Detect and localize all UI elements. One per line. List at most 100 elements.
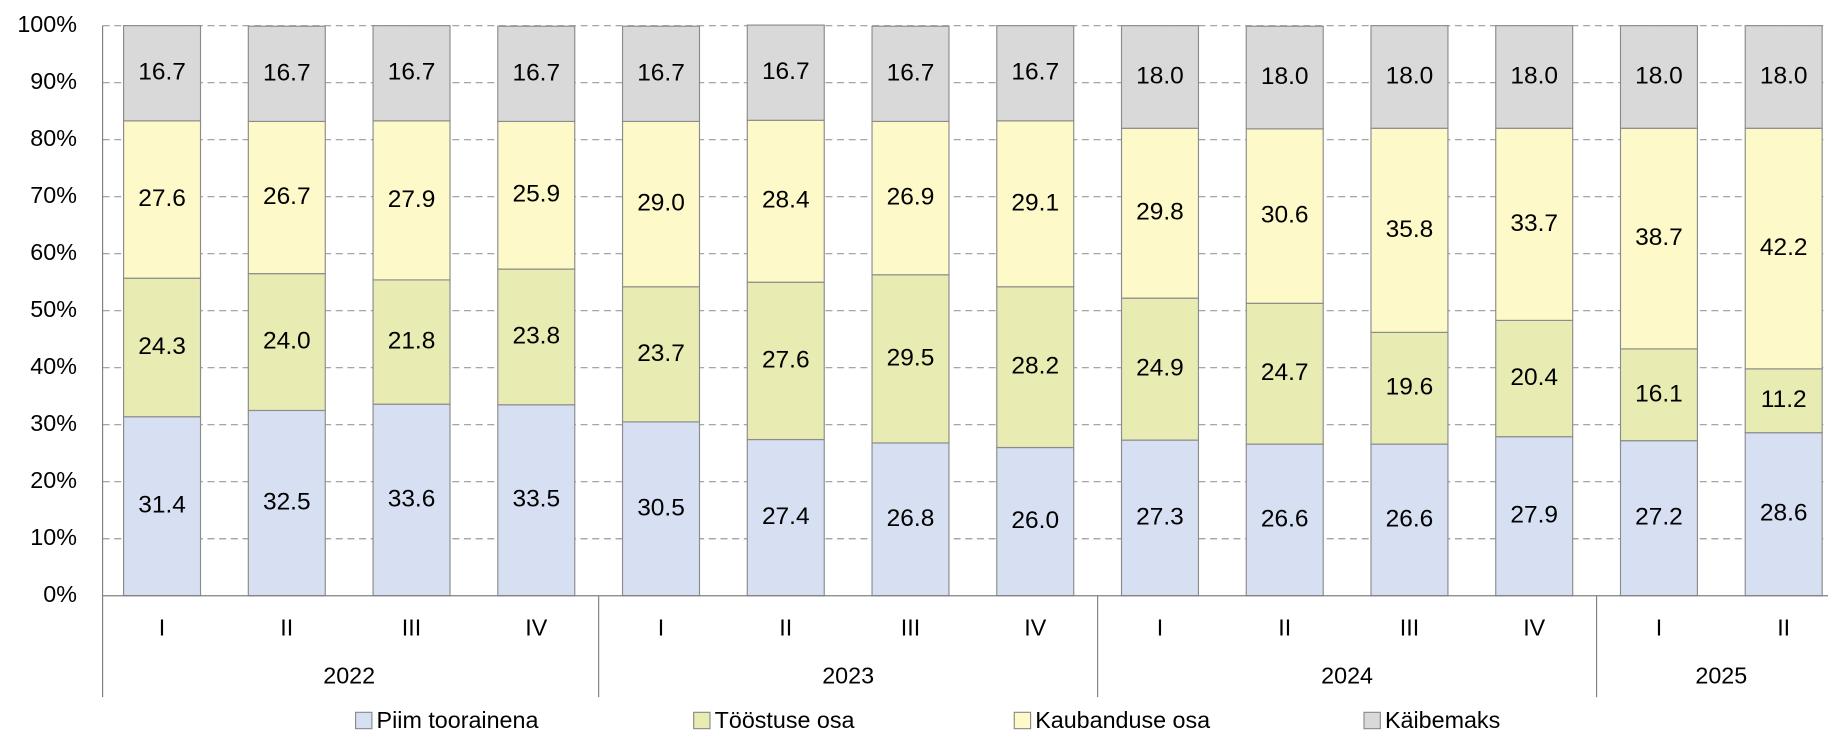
value-label: 29.5: [887, 344, 935, 371]
legend-label: Tööstuse osa: [715, 707, 855, 733]
value-label: 18.0: [1386, 62, 1434, 89]
bar-segment: [247, 25, 326, 123]
y-tick-label: 40%: [30, 353, 77, 379]
value-label: 33.5: [512, 486, 560, 513]
bar-segment: [1744, 25, 1823, 129]
group-label: 2025: [1695, 663, 1747, 689]
value-label: 16.7: [762, 58, 810, 85]
bar-segment: [1619, 440, 1699, 597]
value-label: 18.0: [1510, 62, 1558, 89]
bar-segment: [746, 119, 825, 283]
bar-segment: [1495, 436, 1574, 597]
bar-segment: [1744, 368, 1823, 434]
y-tick-label: 50%: [30, 296, 77, 322]
y-tick-label: 90%: [30, 68, 77, 94]
value-label: 33.6: [388, 485, 436, 512]
bar-segment: [746, 438, 825, 597]
bar-segment: [996, 446, 1075, 597]
value-label: 27.6: [138, 185, 186, 212]
legend-label: Piim toorainena: [377, 707, 539, 733]
value-label: 18.0: [1760, 62, 1808, 89]
value-label: 26.6: [1386, 505, 1434, 532]
bar-segment: [621, 421, 701, 597]
value-label: 18.0: [1136, 62, 1184, 89]
value-label: 26.9: [887, 184, 935, 211]
value-label: 30.6: [1261, 202, 1309, 229]
bar-segment: [621, 25, 701, 123]
bar-segment: [1245, 25, 1324, 130]
x-tick-label: I: [1656, 615, 1662, 641]
y-tick-label: 0%: [43, 581, 77, 607]
bar-segment: [1619, 25, 1699, 129]
bar-segment: [1120, 127, 1200, 299]
value-label: 26.0: [1011, 507, 1059, 534]
group-label: 2023: [822, 663, 874, 689]
value-label: 29.1: [1011, 189, 1059, 216]
y-tick-label: 80%: [30, 125, 77, 151]
bar-segment: [1495, 25, 1574, 129]
value-label: 24.0: [263, 328, 311, 355]
value-label: 27.6: [762, 346, 810, 373]
y-tick-label: 60%: [30, 239, 77, 265]
bar-segment: [1744, 432, 1823, 597]
y-tick-label: 10%: [30, 524, 77, 550]
value-label: 30.5: [637, 494, 685, 521]
x-tick-label: II: [779, 615, 792, 641]
bar-segment: [372, 120, 451, 281]
y-tick-label: 30%: [30, 410, 77, 436]
bar-segment: [621, 286, 701, 423]
value-label: 26.6: [1261, 505, 1309, 532]
bar-segment: [122, 277, 202, 418]
bar-segment: [1120, 25, 1200, 129]
value-label: 29.0: [637, 190, 685, 217]
value-label: 29.8: [1136, 199, 1184, 226]
y-tick-label: 70%: [30, 182, 77, 208]
bar-segment: [871, 25, 950, 123]
value-label: 16.7: [263, 59, 311, 86]
legend-swatch: [693, 711, 711, 730]
value-label: 42.2: [1760, 234, 1808, 261]
bar-segment: [871, 274, 950, 444]
value-label: 16.7: [637, 59, 685, 86]
value-label: 21.8: [388, 328, 436, 355]
value-label: 35.8: [1386, 216, 1434, 243]
bar-segment: [122, 416, 202, 597]
x-tick-label: II: [1777, 615, 1790, 641]
bar-segment: [1370, 127, 1449, 333]
x-tick-label: IV: [525, 615, 547, 641]
value-label: 32.5: [263, 489, 311, 516]
bar-segment: [1619, 348, 1699, 442]
x-tick-label: III: [402, 615, 421, 641]
bar-segment: [247, 409, 326, 597]
value-label: 18.0: [1635, 62, 1683, 89]
bar-segment: [996, 286, 1075, 449]
bar-segment: [497, 268, 576, 406]
bar-segment: [247, 273, 326, 412]
value-label: 26.7: [263, 183, 311, 210]
value-label: 18.0: [1261, 63, 1309, 90]
value-label: 27.2: [1635, 504, 1683, 531]
value-label: 38.7: [1635, 224, 1683, 251]
value-label: 16.7: [887, 59, 935, 86]
value-label: 16.7: [1011, 59, 1059, 86]
x-tick-label: I: [159, 615, 165, 641]
bar-segment: [372, 279, 451, 405]
bar-segment: [1120, 297, 1200, 441]
bar-segment: [1370, 443, 1449, 597]
bar-segment: [996, 25, 1075, 122]
value-label: 27.9: [1510, 502, 1558, 529]
x-tick-label: I: [1157, 615, 1163, 641]
value-label: 27.9: [388, 186, 436, 213]
bar-segment: [122, 120, 202, 279]
bar-segment: [621, 120, 701, 288]
bar-segment: [1495, 319, 1574, 438]
x-tick-label: II: [1278, 615, 1291, 641]
x-tick-label: II: [280, 615, 293, 641]
bar-segment: [1744, 127, 1823, 370]
x-tick-label: I: [658, 615, 664, 641]
legend-swatch: [1363, 711, 1381, 730]
legend-label: Käibemaks: [1385, 707, 1500, 733]
group-label: 2024: [1321, 663, 1373, 689]
